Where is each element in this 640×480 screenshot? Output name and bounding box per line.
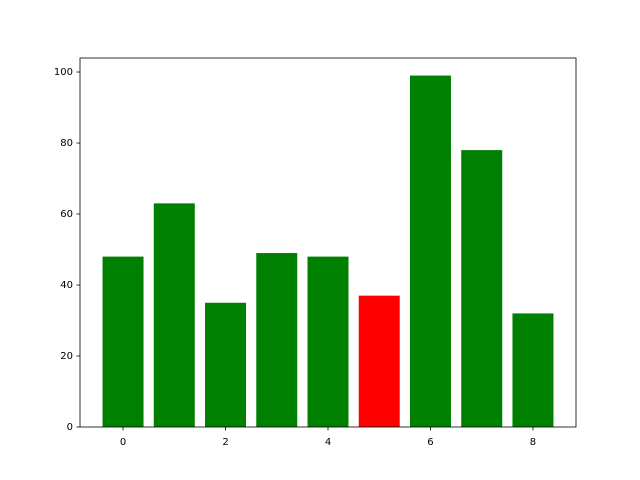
x-tick-label: 6	[427, 437, 433, 448]
x-tick-label: 4	[325, 437, 331, 448]
y-tick-label: 80	[60, 138, 73, 149]
plot-area	[102, 75, 554, 428]
bar	[358, 295, 400, 427]
y-tick-label: 20	[60, 351, 73, 362]
x-tick-label: 2	[222, 437, 228, 448]
bar	[153, 203, 195, 427]
y-tick-label: 40	[60, 280, 73, 291]
bar	[256, 253, 298, 427]
bar	[205, 302, 247, 427]
y-tick-label: 100	[54, 67, 73, 78]
y-tick-label: 0	[67, 422, 73, 433]
bar	[461, 150, 503, 427]
bar	[307, 256, 349, 427]
bar	[102, 256, 144, 427]
x-tick-label: 8	[530, 437, 536, 448]
x-tick-label: 0	[120, 437, 126, 448]
bar	[512, 313, 554, 427]
bar	[409, 75, 451, 428]
y-tick-label: 60	[60, 209, 73, 220]
